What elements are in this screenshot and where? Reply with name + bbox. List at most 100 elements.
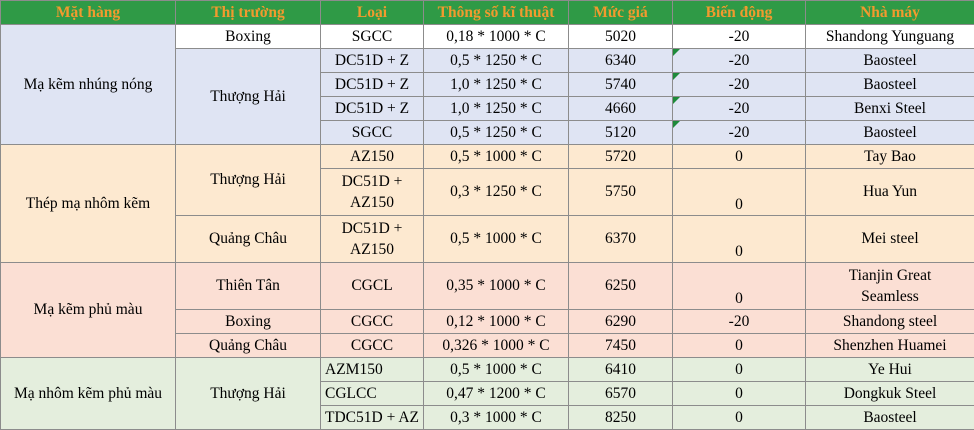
type-cell: CGCC: [320, 309, 424, 334]
type-line: DC51D +: [341, 173, 403, 190]
header-price: Mức giá: [568, 0, 673, 25]
factory-cell: Ye Hui: [805, 357, 974, 382]
spec-cell: 1,0 * 1250 * C: [423, 96, 569, 121]
header-change: Biến động: [672, 0, 806, 25]
price-cell: 6410: [568, 357, 673, 382]
change-value: -20: [728, 51, 750, 69]
price-cell: 6290: [568, 309, 673, 334]
type-line: AZ150: [350, 194, 394, 211]
change-value: -20: [728, 75, 750, 93]
change-cell: -20: [672, 72, 806, 97]
spec-cell: 0,35 * 1000 * C: [423, 262, 569, 310]
change-cell: -20: [672, 96, 806, 121]
spec-cell: 1,0 * 1250 * C: [423, 72, 569, 97]
change-value: -20: [728, 123, 750, 141]
price-cell: 5120: [568, 120, 673, 145]
product-cell: Mạ kẽm phủ màu: [0, 262, 176, 358]
type-cell: SGCC: [320, 120, 424, 145]
table-row: Mạ kẽm phủ màu Thiên Tân CGCL 0,35 * 100…: [0, 262, 974, 358]
type-cell: DC51D + Z: [320, 72, 424, 97]
change-cell: 0: [672, 168, 806, 216]
spec-cell: 0,3 * 1000 * C: [423, 405, 569, 430]
table-row: TDC51D + AZ 0,3 * 1000 * C 8250 0 Baoste…: [1, 405, 974, 430]
market-cell: Boxing: [175, 309, 321, 334]
header-spec: Thông số kĩ thuật: [423, 0, 569, 25]
factory-cell: Baosteel: [805, 72, 974, 97]
type-cell: DC51D + Z: [320, 48, 424, 73]
header-factory: Nhà máy: [805, 0, 974, 25]
header-product: Mặt hàng: [0, 0, 176, 25]
factory-cell: Dongkuk Steel: [805, 381, 974, 406]
price-cell: 6370: [568, 215, 673, 263]
table-row: Mạ nhôm kẽm phủ màu Thượng Hải AZM150 0,…: [0, 357, 974, 430]
type-cell: DC51D + Z: [320, 96, 424, 121]
price-cell: 5720: [568, 144, 673, 169]
factory-cell: Shenzhen Huamei: [805, 333, 974, 358]
price-cell: 5020: [568, 24, 673, 49]
table-row: Boxing CGCC 0,12 * 1000 * C 6290 -20 Sha…: [1, 309, 974, 334]
type-cell: DC51D + AZ150: [320, 215, 424, 263]
table-row: SGCC 0,5 * 1250 * C 5120 -20 Baosteel: [1, 120, 974, 145]
price-cell: 8250: [568, 405, 673, 430]
type-cell: SGCC: [320, 24, 424, 49]
table-row: Thượng Hải DC51D + Z 0,5 * 1250 * C 6340…: [1, 48, 974, 145]
product-cell: Mạ nhôm kẽm phủ màu: [0, 357, 176, 430]
factory-cell: Hua Yun: [805, 168, 974, 216]
type-cell: AZM150: [320, 357, 424, 382]
factory-line: Seamless: [861, 288, 919, 305]
market-cell: Thượng Hải: [175, 48, 321, 145]
type-cell: AZ150: [320, 144, 424, 169]
price-cell: 6570: [568, 381, 673, 406]
factory-cell: Shandong steel: [805, 309, 974, 334]
change-cell: 0: [672, 405, 806, 430]
price-cell: 6340: [568, 48, 673, 73]
market-cell: Thượng Hải: [175, 144, 321, 216]
table-row: Quảng Châu DC51D + AZ150 0,5 * 1000 * C 6…: [1, 215, 974, 263]
factory-cell: Baosteel: [805, 120, 974, 145]
spec-cell: 0,5 * 1000 * C: [423, 357, 569, 382]
comment-marker-icon: [673, 121, 680, 128]
header-type: Loại: [320, 0, 424, 25]
price-cell: 5750: [568, 168, 673, 216]
table-row: CGLCC 0,47 * 1200 * C 6570 0 Dongkuk Ste…: [1, 381, 974, 406]
comment-marker-icon: [673, 97, 680, 104]
type-cell: CGCC: [320, 333, 424, 358]
factory-cell: Benxi Steel: [805, 96, 974, 121]
spec-cell: 0,5 * 1250 * C: [423, 120, 569, 145]
spec-cell: 0,18 * 1000 * C: [423, 24, 569, 49]
type-cell: DC51D + AZ150: [320, 168, 424, 216]
price-cell: 6250: [568, 262, 673, 310]
product-cell: Thép mạ nhôm kẽm: [0, 144, 176, 263]
factory-cell: Baosteel: [805, 48, 974, 73]
factory-cell: Tay Bao: [805, 144, 974, 169]
change-cell: 0: [672, 381, 806, 406]
type-cell: CGCL: [320, 262, 424, 310]
table-row: Thép mạ nhôm kẽm Thượng Hải AZ150 0,5 * …: [0, 144, 974, 263]
market-cell: Thượng Hải: [175, 357, 321, 430]
spec-cell: 0,3 * 1250 * C: [423, 168, 569, 216]
market-cell: Quảng Châu: [175, 215, 321, 263]
change-cell: -20: [672, 24, 806, 49]
type-line: DC51D +: [341, 220, 403, 237]
change-cell: -20: [672, 48, 806, 73]
table-row: DC51D + AZ150 0,3 * 1250 * C 5750 0 Hua Y…: [1, 168, 974, 216]
market-cell: Quảng Châu: [175, 333, 321, 358]
market-cell: Thiên Tân: [175, 262, 321, 310]
change-cell: 0: [672, 357, 806, 382]
market-cell: Boxing: [175, 24, 321, 49]
change-cell: -20: [672, 309, 806, 334]
change-cell: -20: [672, 120, 806, 145]
comment-marker-icon: [673, 49, 680, 56]
change-value: -20: [728, 99, 750, 117]
type-cell: CGLCC: [320, 381, 424, 406]
type-line: AZ150: [350, 241, 394, 258]
price-cell: 4660: [568, 96, 673, 121]
spec-cell: 0,5 * 1000 * C: [423, 144, 569, 169]
change-cell: 0: [672, 262, 806, 310]
table-row: Mạ kẽm nhúng nóng Boxing SGCC 0,18 * 100…: [0, 24, 974, 145]
price-cell: 7450: [568, 333, 673, 358]
change-cell: 0: [672, 215, 806, 263]
factory-cell: Tianjin Great Seamless: [805, 262, 974, 310]
table-row: DC51D + Z 1,0 * 1250 * C 4660 -20 Benxi …: [1, 96, 974, 121]
comment-marker-icon: [673, 73, 680, 80]
